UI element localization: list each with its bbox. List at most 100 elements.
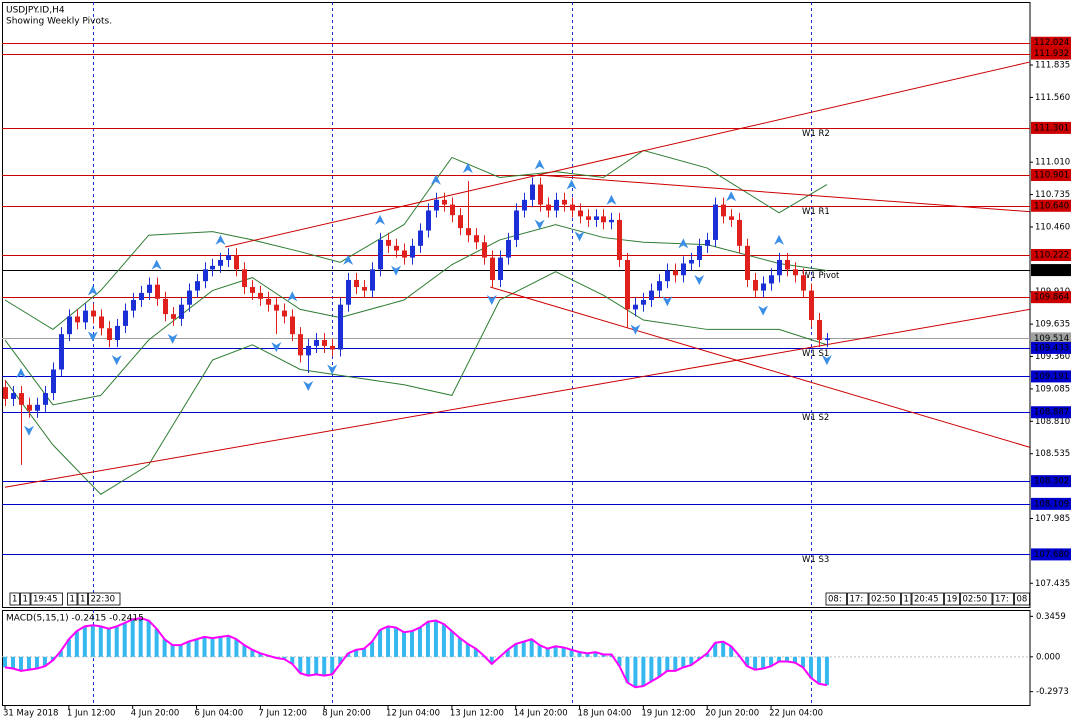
macd-bar [330,656,335,675]
candle-body [761,283,766,291]
macd-bar [50,656,55,661]
macd-bar [250,649,255,657]
macd-bar [705,653,710,657]
macd-bar [178,645,183,657]
macd-bar [138,618,143,657]
main-frame [2,2,1031,608]
macd-bar [537,645,542,657]
candle-body [370,269,375,291]
macd-bar [473,648,478,657]
macd-bar [98,626,103,657]
candle-body [131,299,136,311]
y-tick-label: -0.2973 [1036,687,1069,697]
macd-bar [617,656,622,667]
scroll-box [1014,592,1030,606]
macd-bar [800,656,805,668]
scroll-label: 20:45 [914,595,939,605]
candle-body [466,228,471,236]
macd-bar [11,656,16,669]
macd-bar [58,650,63,657]
y-tick-label: 0.000 [1036,652,1060,662]
candle-body [450,204,455,216]
price-box-label: 110.222 [1034,250,1069,260]
candle-body [482,242,487,258]
macd-bar [314,656,319,675]
price-box [1031,264,1071,277]
candle-body [274,304,279,311]
candle-body [633,304,638,310]
candle-body [490,257,495,280]
candle-body [298,334,303,356]
candle-body [27,404,32,411]
candle-body [402,250,407,258]
price-box [1031,169,1071,182]
candle-body [187,290,192,305]
candle-body [210,265,215,270]
fractal-down [23,425,34,436]
fractal-down [87,331,98,342]
macd-bar [425,621,430,657]
fractal-up [566,179,577,190]
scroll-box [9,592,20,606]
pivot-name: W1 R2 [802,129,830,139]
macd-bar [529,639,534,657]
macd-bar [338,656,343,664]
macd-bar [186,641,191,657]
y-tick-label: 107.985 [1035,514,1070,524]
candle-body [362,287,367,291]
macd-bar [394,627,399,657]
macd-bar [282,656,287,660]
scroll-label: 17: [850,595,864,605]
pivot-name: W1 S1 [802,349,829,359]
macd-bar [34,656,39,669]
scroll-box [944,592,960,606]
macd-bar [18,656,23,671]
fractal-down [167,333,178,344]
candle-body [522,199,527,211]
candle-body [657,281,662,291]
candle-body [737,219,742,246]
fractal-up [15,367,26,378]
macd-bar [378,629,383,657]
macd-bar [114,626,119,657]
macd-bar [449,631,454,657]
scroll-label: 17: [995,595,1009,605]
candle-body [354,279,359,288]
macd-bar [785,656,790,662]
scroll-label: 08: [828,595,842,605]
x-tick-label: 18 Jun 04:00 [578,709,632,719]
fractal-up [375,214,386,225]
macd-bar [721,641,726,657]
price-box-label: 109.514 [1034,334,1069,344]
scroll-label: 1 [904,595,909,605]
candle-body [681,263,686,276]
candle-body [514,210,519,240]
x-tick-label: 4 Jun 20:00 [131,709,180,719]
scroll-box [868,592,901,606]
macd-bar [593,652,598,657]
fractal-up [343,254,354,265]
candle-body [538,184,543,205]
candle-body [306,345,311,356]
y-tick-label: 110.460 [1035,222,1070,232]
macd-bar [162,639,167,657]
macd-bar [713,642,718,657]
price-box-label: 112.024 [1034,38,1069,48]
candle-body [458,215,463,229]
macd-bar [569,649,574,657]
price-box-label: 108.887 [1034,408,1069,418]
candle-body [745,245,750,280]
x-tick-label: 20 Jun 20:00 [705,709,759,719]
macd-bar [226,635,231,657]
candle-body [330,345,335,350]
candle-body [410,245,415,258]
price-box [1031,47,1071,60]
y-tick-label: 111.835 [1035,61,1070,71]
macd-plot [2,610,1030,706]
macd-bar [362,648,367,657]
candle-body [83,310,88,323]
macd-bar [681,656,686,668]
macd-bar [561,647,566,657]
candle-body [75,316,80,323]
fractal-up [678,238,689,249]
